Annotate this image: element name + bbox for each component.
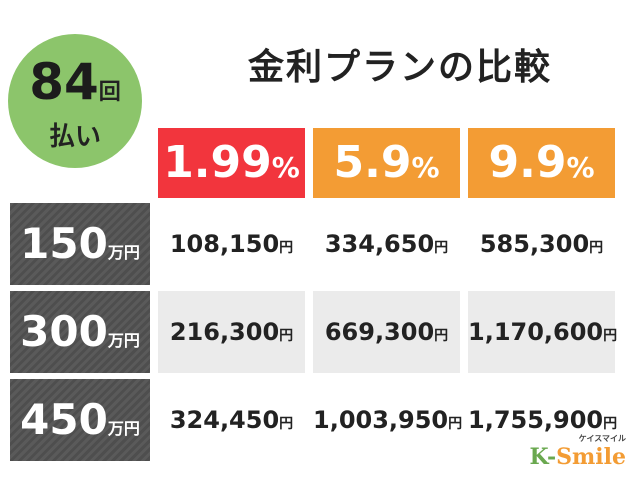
interest-amount: 669,300 <box>324 318 435 346</box>
interest-amount: 108,150 <box>169 230 280 258</box>
table-cell: 324,450円 <box>158 379 305 461</box>
interest-amount: 334,650 <box>324 230 435 258</box>
table-cell: 216,300円 <box>158 291 305 373</box>
row-label: 300万円 <box>10 291 150 373</box>
interest-unit: 円 <box>279 240 294 256</box>
title: 金利プランの比較 <box>247 47 552 88</box>
column-header: 9.9% <box>468 128 615 198</box>
interest-amount: 1,003,950 <box>313 406 449 434</box>
interest-unit: 円 <box>603 328 618 344</box>
row-label: 150万円 <box>10 203 150 285</box>
rate-number: 5.9 <box>333 137 412 188</box>
interest-amount: 1,755,900 <box>468 406 604 434</box>
badge-unit: 回 <box>98 80 121 105</box>
logo: ケイスマイル K-Smile <box>529 433 626 470</box>
rate-number: 1.99 <box>163 137 272 188</box>
row-label: 450万円 <box>10 379 150 461</box>
table-cell: 334,650円 <box>313 203 460 285</box>
table-cell: 585,300円 <box>468 203 615 285</box>
interest-unit: 円 <box>279 328 294 344</box>
loan-unit: 万円 <box>107 331 140 350</box>
interest-unit: 円 <box>589 240 604 256</box>
interest-amount: 1,170,600 <box>468 318 604 346</box>
loan-unit: 万円 <box>107 419 140 438</box>
interest-unit: 円 <box>448 416 463 432</box>
loan-amount: 150 <box>20 219 108 268</box>
table-cell: 1,003,950円 <box>313 379 463 461</box>
badge-count: 84 <box>29 53 99 111</box>
loan-amount: 300 <box>20 307 108 356</box>
interest-amount: 216,300 <box>169 318 280 346</box>
table-cell: 1,755,900円 <box>468 379 618 461</box>
table-cell: 669,300円 <box>313 291 460 373</box>
rate-number: 9.9 <box>488 137 567 188</box>
loan-amount: 450 <box>20 395 108 444</box>
loan-unit: 万円 <box>107 243 140 262</box>
interest-amount: 585,300 <box>479 230 590 258</box>
interest-unit: 円 <box>603 416 618 432</box>
logo-k: K- <box>529 444 557 470</box>
rate-unit: % <box>411 151 440 184</box>
column-header: 5.9% <box>313 128 460 198</box>
logo-kana: ケイスマイル <box>578 434 626 443</box>
logo-smile: Smile <box>556 444 626 470</box>
interest-unit: 円 <box>279 416 294 432</box>
interest-amount: 324,450 <box>169 406 280 434</box>
rate-unit: % <box>271 151 300 184</box>
table-cell: 108,150円 <box>158 203 305 285</box>
column-header: 1.99% <box>158 128 305 198</box>
interest-unit: 円 <box>434 240 449 256</box>
table-cell: 1,170,600円 <box>468 291 618 373</box>
rate-unit: % <box>566 151 595 184</box>
badge-label: 払い <box>48 122 101 152</box>
badge: 84回 払い <box>8 34 142 168</box>
interest-unit: 円 <box>434 328 449 344</box>
